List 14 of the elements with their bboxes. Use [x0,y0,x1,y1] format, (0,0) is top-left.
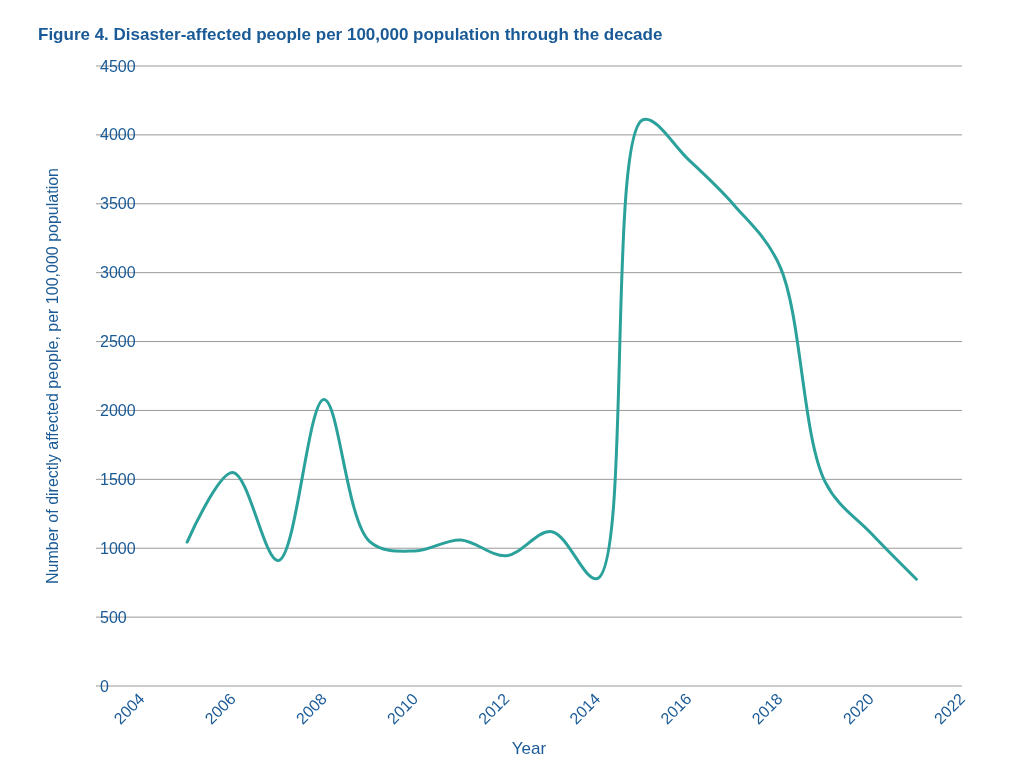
line-series [185,118,918,581]
y-tick-label: 4500 [100,57,136,75]
y-tick-label: 1500 [100,470,136,488]
chart-title: Figure 4. Disaster-affected people per 100,000 population through the decade [38,25,663,44]
y-tick-label: 2500 [100,333,136,351]
y-tick-label: 500 [100,608,127,626]
y-tick-label: 0 [100,677,109,695]
y-tick-label: 1000 [100,539,136,557]
x-axis-title: Year [511,739,547,758]
y-axis-title: Number of directly affected people, per 100,000 population [44,168,61,584]
y-tick-label: 4000 [100,126,136,144]
y-tick-label: 2000 [100,402,136,420]
y-tick-label: 3000 [100,264,136,282]
y-tick-label: 3500 [100,195,136,213]
